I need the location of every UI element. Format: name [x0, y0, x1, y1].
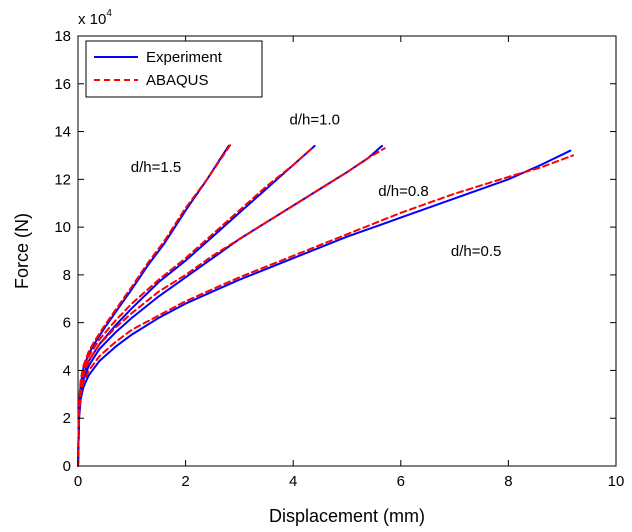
curve-annotation-d-h-1-5: d/h=1.5: [131, 159, 181, 176]
legend: Experiment ABAQUS: [85, 40, 263, 98]
y-tick-label: 4: [63, 362, 71, 379]
y-tick-label: 8: [63, 267, 71, 284]
y-tick-label: 2: [63, 410, 71, 427]
series-line-d-h-0-5-experiment: [77, 149, 572, 467]
y-axis: 0 2 4 6 8 10 12 14 16 18: [54, 28, 616, 475]
curves-layer: [77, 142, 574, 467]
y-tick-label: 16: [54, 76, 71, 93]
legend-label-experiment: Experiment: [146, 49, 223, 66]
y-tick-label: 0: [63, 458, 71, 475]
y-tick-label: 10: [54, 219, 71, 236]
y-tick-label: 14: [54, 124, 71, 141]
x-tick-label: 10: [608, 473, 625, 490]
y-multiplier-base: x 10: [78, 11, 106, 28]
x-tick-label: 0: [74, 473, 82, 490]
x-axis-label: Displacement (mm): [269, 506, 425, 526]
series-line-d-h-0-5-abaqus: [77, 154, 574, 467]
x-axis: 0 2 4 6 8 10: [74, 36, 625, 490]
plot-area: [77, 35, 617, 467]
curve-annotation-d-h-1-0: d/h=1.0: [289, 111, 339, 128]
legend-label-abaqus: ABAQUS: [146, 72, 209, 89]
x-tick-label: 2: [181, 473, 189, 490]
y-tick-label: 12: [54, 171, 71, 188]
series-line-d-h-0-8-abaqus: [77, 147, 386, 467]
x-tick-label: 6: [397, 473, 405, 490]
y-multiplier: x 104: [78, 8, 112, 28]
y-multiplier-exponent: 4: [106, 8, 112, 19]
x-tick-label: 4: [289, 473, 297, 490]
y-tick-label: 18: [54, 28, 71, 45]
x-tick-label: 8: [504, 473, 512, 490]
legend-box: [85, 40, 263, 98]
curve-annotation-d-h-0-5: d/h=0.5: [451, 243, 501, 260]
y-axis-label: Force (N): [12, 213, 32, 289]
series-line-d-h-1-5-abaqus: [77, 142, 233, 467]
y-tick-label: 6: [63, 315, 71, 332]
curve-annotation-d-h-0-8: d/h=0.8: [378, 183, 428, 200]
annotations-layer: d/h=1.5 d/h=1.0 d/h=0.8 d/h=0.5: [131, 111, 502, 259]
